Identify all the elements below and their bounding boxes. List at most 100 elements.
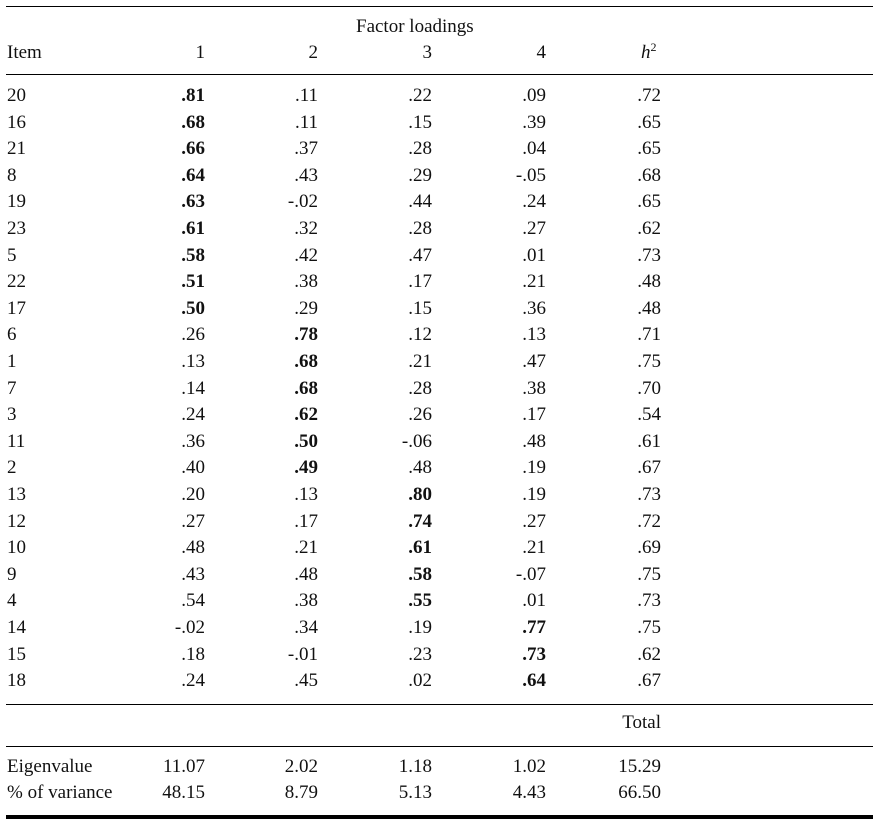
loading-factor-3: .17: [408, 271, 432, 293]
summary-value: 5.13: [398, 782, 432, 803]
loading-factor-1: .63: [181, 191, 205, 213]
bottom-rule: [6, 815, 873, 819]
loading-factor-3: .15: [408, 111, 432, 133]
loading-factor-1: .36: [181, 430, 205, 452]
communality: .71: [637, 324, 661, 346]
top-rule: [6, 6, 873, 7]
item-number: 22: [7, 271, 26, 293]
loading-factor-2: .68: [294, 377, 318, 399]
loading-factor-4: .38: [522, 377, 546, 399]
summary-value: 4.43: [512, 782, 546, 803]
header-factor-2: 2: [308, 42, 319, 63]
header-factor-1: 1: [195, 42, 206, 63]
item-number: 19: [7, 191, 26, 213]
loading-factor-1: .43: [181, 563, 205, 585]
communality: .70: [637, 377, 661, 399]
loading-factor-4: .13: [522, 324, 546, 346]
body-rule: [6, 704, 873, 705]
h-superscript: 2: [650, 40, 657, 54]
summary-rule: [6, 746, 873, 747]
communality: .48: [637, 271, 661, 293]
item-number: 8: [7, 164, 17, 186]
loading-factor-4: .19: [522, 484, 546, 505]
loading-factor-3: .44: [408, 191, 432, 213]
loading-factor-4: .36: [522, 297, 546, 319]
item-number: 21: [7, 138, 26, 160]
item-number: 3: [7, 404, 17, 426]
communality: .54: [637, 404, 661, 426]
loading-factor-2: .17: [294, 510, 318, 532]
loading-factor-3: .19: [408, 617, 432, 638]
item-number: 12: [7, 510, 26, 532]
loading-factor-3: .21: [408, 351, 432, 372]
loading-factor-1: .64: [181, 164, 205, 186]
loading-factor-4: .24: [522, 191, 546, 213]
loading-factor-3: .28: [408, 138, 432, 160]
loading-factor-1: .24: [181, 404, 205, 426]
item-number: 13: [7, 484, 26, 505]
loading-factor-2: .38: [294, 590, 318, 612]
item-number: 1: [7, 351, 17, 372]
loading-factor-3: .12: [408, 324, 432, 346]
header-item: Item: [7, 42, 42, 63]
summary-label: % of variance: [7, 782, 113, 803]
communality: .61: [637, 430, 661, 452]
communality: .73: [637, 484, 661, 505]
loading-factor-4: -.07: [515, 563, 546, 585]
summary-value: 48.15: [162, 782, 205, 803]
loading-factor-4: .27: [522, 510, 546, 532]
loading-factor-2: .37: [294, 138, 318, 160]
loading-factor-1: .50: [181, 297, 205, 319]
summary-value: 15.29: [618, 756, 661, 777]
loading-factor-1: .27: [181, 510, 205, 532]
loading-factor-3: .26: [408, 404, 432, 426]
loading-factor-2: -.02: [287, 191, 318, 213]
loading-factor-1: .66: [181, 138, 205, 160]
loading-factor-2: .62: [294, 404, 318, 426]
h-symbol: h: [641, 42, 651, 63]
summary-value: 66.50: [618, 782, 661, 803]
loading-factor-3: .58: [408, 563, 432, 585]
loading-factor-3: .48: [408, 457, 432, 479]
loading-factor-3: .22: [408, 85, 432, 106]
loading-factor-4: .01: [522, 590, 546, 612]
communality: .67: [637, 670, 661, 692]
item-number: 20: [7, 85, 26, 106]
loading-factor-2: .34: [294, 617, 318, 638]
spanner-heading: Factor loadings: [356, 16, 474, 37]
communality: .72: [637, 85, 661, 106]
item-number: 9: [7, 563, 17, 585]
loading-factor-2: .13: [294, 484, 318, 505]
loading-factor-4: .19: [522, 457, 546, 479]
loading-factor-1: .51: [181, 271, 205, 293]
loading-factor-1: .20: [181, 484, 205, 505]
loading-factor-3: .47: [408, 244, 432, 266]
loading-factor-3: -.06: [401, 430, 432, 452]
loading-factor-2: .29: [294, 297, 318, 319]
item-number: 11: [7, 430, 26, 452]
loading-factor-2: .42: [294, 244, 318, 266]
loading-factor-4: .73: [522, 643, 546, 665]
loading-factor-4: .39: [522, 111, 546, 133]
summary-label: Eigenvalue: [7, 756, 93, 777]
loading-factor-3: .74: [408, 510, 432, 532]
loading-factor-2: .43: [294, 164, 318, 186]
header-communality: h2: [641, 40, 657, 64]
loading-factor-4: .04: [522, 138, 546, 160]
item-number: 5: [7, 244, 17, 266]
loading-factor-1: .24: [181, 670, 205, 692]
item-number: 16: [7, 111, 26, 133]
total-label: Total: [622, 712, 661, 733]
communality: .72: [637, 510, 661, 532]
loading-factor-4: .09: [522, 85, 546, 106]
summary-value: 8.79: [284, 782, 318, 803]
loading-factor-4: .21: [522, 271, 546, 293]
header-rule: [6, 74, 873, 75]
loading-factor-2: .78: [294, 324, 318, 346]
loading-factor-4: .21: [522, 537, 546, 559]
loading-factor-1: .58: [181, 244, 205, 266]
loading-factor-3: .23: [408, 643, 432, 665]
loading-factor-2: .49: [294, 457, 318, 479]
loading-factor-2: -.01: [287, 643, 318, 665]
summary-value: 11.07: [162, 756, 205, 777]
